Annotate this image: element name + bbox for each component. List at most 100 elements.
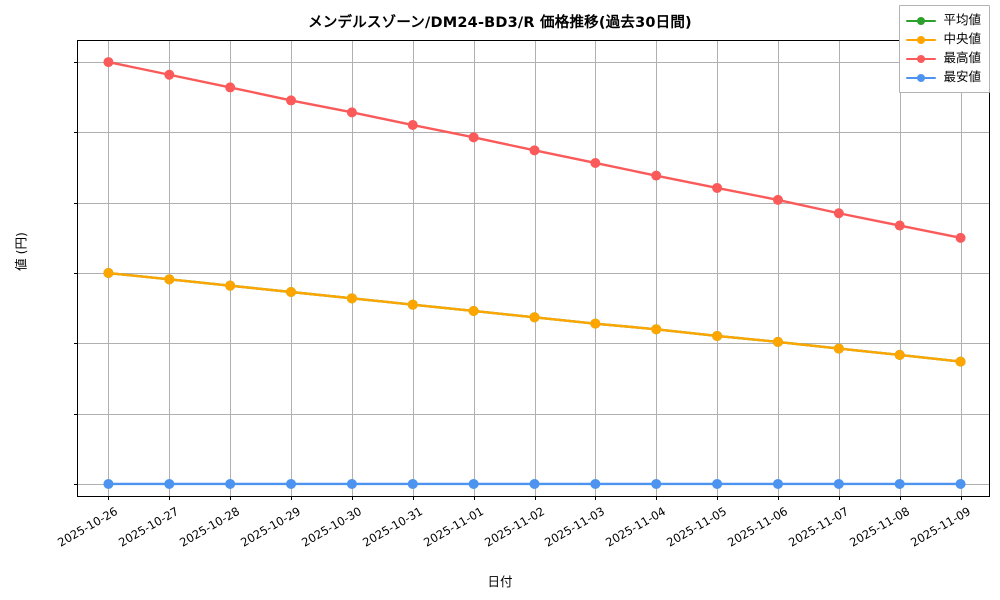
data-point-marker <box>103 268 114 279</box>
legend-marker-icon <box>906 34 937 46</box>
legend-item[interactable]: 最安値 <box>906 68 981 87</box>
legend-marker-icon <box>906 15 937 27</box>
gridline-vertical <box>777 41 779 496</box>
y-tick-mark <box>74 343 78 345</box>
x-tick-mark <box>412 496 414 500</box>
gridline-vertical <box>230 41 232 496</box>
gridline-horizontal <box>78 62 989 64</box>
legend-label: 最高値 <box>943 50 981 66</box>
data-point-marker <box>955 478 966 489</box>
data-point-marker <box>407 478 418 489</box>
legend-marker-icon <box>906 72 937 84</box>
gridline-vertical <box>899 41 901 496</box>
gridline-vertical <box>656 41 658 496</box>
x-tick-mark <box>595 496 597 500</box>
x-tick-mark <box>960 496 962 500</box>
gridline-vertical <box>717 41 719 496</box>
data-point-marker <box>955 232 966 243</box>
data-point-marker <box>103 478 114 489</box>
legend-label: 最安値 <box>943 69 981 85</box>
chart-title: メンデルスゾーン/DM24-BD3/R 価格推移(過去30日間) <box>308 15 692 31</box>
data-point-marker <box>407 299 418 310</box>
x-tick-mark <box>169 496 171 500</box>
data-point-marker <box>590 478 601 489</box>
y-tick-mark <box>74 483 78 485</box>
data-point-marker <box>468 305 479 316</box>
x-tick-mark <box>534 496 536 500</box>
gridline-horizontal <box>78 202 989 204</box>
x-tick-mark <box>656 496 658 500</box>
gridline-horizontal <box>78 343 989 345</box>
data-point-marker <box>468 132 479 143</box>
gridline-vertical <box>351 41 353 496</box>
gridline-vertical <box>534 41 536 496</box>
legend-item[interactable]: 平均値 <box>906 11 981 30</box>
data-point-marker <box>712 330 723 341</box>
x-tick-mark <box>108 496 110 500</box>
data-point-marker <box>712 478 723 489</box>
data-point-marker <box>590 157 601 168</box>
x-tick-mark <box>717 496 719 500</box>
legend-label: 平均値 <box>943 12 981 28</box>
gridline-vertical <box>838 41 840 496</box>
data-point-marker <box>651 170 662 181</box>
y-tick-mark <box>74 273 78 274</box>
gridline-vertical <box>595 41 597 496</box>
data-point-marker <box>164 69 175 80</box>
series-layer <box>103 57 966 489</box>
data-point-marker <box>651 324 662 335</box>
data-point-marker <box>468 478 479 489</box>
data-point-marker <box>346 107 357 118</box>
x-tick-mark <box>473 496 475 500</box>
data-point-marker <box>894 349 905 360</box>
data-point-marker <box>286 95 297 106</box>
x-tick-mark <box>291 496 293 500</box>
data-point-marker <box>894 478 905 489</box>
x-tick-mark <box>351 496 353 500</box>
legend-label: 中央値 <box>943 31 981 47</box>
x-tick-mark <box>899 496 901 500</box>
x-tick-mark <box>838 496 840 500</box>
gridline-vertical <box>473 41 475 496</box>
plot-area <box>74 40 990 500</box>
gridline-horizontal <box>78 273 989 274</box>
data-point-marker <box>225 82 236 93</box>
x-tick-mark <box>230 496 232 500</box>
gridline-horizontal <box>78 413 989 415</box>
gridline-vertical <box>291 41 293 496</box>
data-point-marker <box>164 274 175 285</box>
data-point-marker <box>651 478 662 489</box>
data-point-marker <box>286 286 297 297</box>
y-tick-mark <box>74 413 78 415</box>
gridline-vertical <box>169 41 171 496</box>
data-point-marker <box>346 293 357 304</box>
gridline-vertical <box>412 41 414 496</box>
data-point-marker <box>833 478 844 489</box>
legend-item[interactable]: 最高値 <box>906 49 981 68</box>
legend-item[interactable]: 中央値 <box>906 30 981 49</box>
data-point-marker <box>286 478 297 489</box>
y-tick-mark <box>74 62 78 64</box>
data-point-marker <box>529 478 540 489</box>
data-point-marker <box>103 57 114 68</box>
y-tick-mark <box>74 202 78 204</box>
data-point-marker <box>407 120 418 131</box>
data-point-marker <box>590 318 601 329</box>
data-point-marker <box>225 280 236 291</box>
data-point-marker <box>529 145 540 156</box>
data-point-marker <box>529 312 540 323</box>
data-point-marker <box>164 478 175 489</box>
data-point-marker <box>833 208 844 219</box>
gridline-horizontal <box>78 132 989 134</box>
data-point-marker <box>833 343 844 354</box>
x-axis-label: 日付 <box>487 574 513 589</box>
data-point-marker <box>772 194 783 205</box>
gridline-vertical <box>960 41 962 496</box>
data-point-marker <box>772 336 783 347</box>
chart-legend: 平均値中央値最高値最安値 <box>899 5 990 93</box>
data-point-marker <box>712 182 723 193</box>
data-point-marker <box>225 478 236 489</box>
y-tick-mark <box>74 132 78 134</box>
data-point-marker <box>894 220 905 231</box>
